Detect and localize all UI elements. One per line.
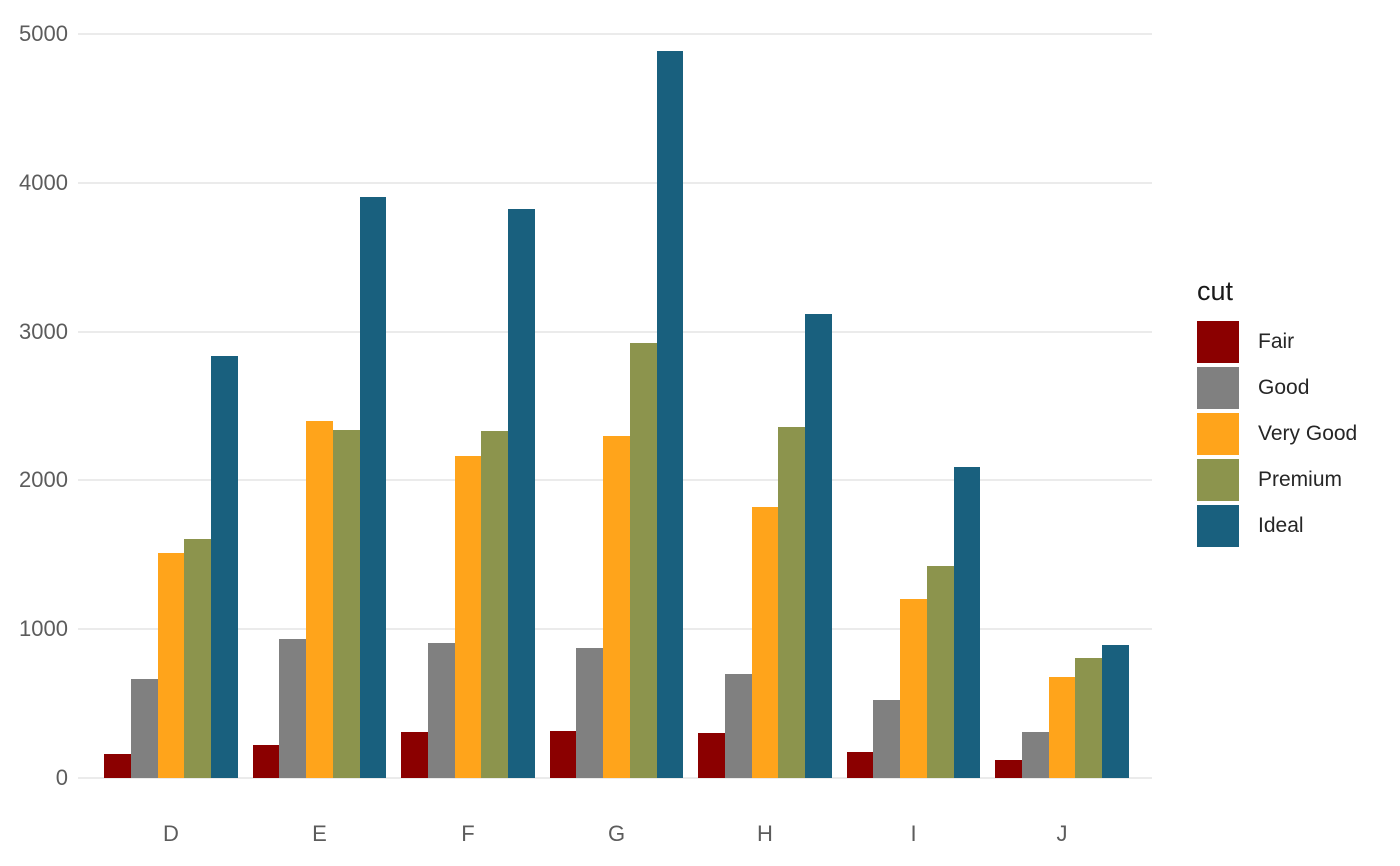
legend-item-fair: Fair: [1197, 321, 1357, 363]
y-tick-label-3000: 3000: [19, 318, 68, 344]
gridline-3000: [78, 330, 1152, 333]
bar-ideal-i: [953, 467, 981, 778]
legend-label-fair: Fair: [1258, 330, 1295, 353]
legend-swatch-fair: [1197, 321, 1239, 363]
bar-ideal-d: [211, 356, 238, 778]
legend-swatch-premium: [1197, 459, 1239, 501]
bar-fair-j: [995, 760, 1022, 778]
bar-ideal-e: [359, 197, 387, 778]
bar-fair-d: [104, 754, 131, 778]
bar-good-j: [1021, 732, 1049, 778]
legend-item-premium: Premium: [1197, 459, 1357, 501]
bar-premium-i: [926, 566, 954, 778]
bar-ideal-f: [508, 209, 535, 778]
legend-label-good: Good: [1258, 376, 1310, 399]
bar-ideal-g: [656, 51, 684, 778]
bar-premium-g: [629, 343, 657, 778]
legend-items: Fair Good Very Good Premium Ideal: [1197, 321, 1357, 547]
bar-premium-e: [332, 430, 360, 778]
legend-swatch-ideal: [1197, 505, 1239, 547]
bar-very-good-i: [900, 599, 927, 778]
legend-swatch-good: [1197, 367, 1239, 409]
bar-good-g: [576, 648, 604, 778]
y-tick-label-1000: 1000: [19, 616, 68, 642]
legend-label-very-good: Very Good: [1258, 422, 1358, 445]
x-tick-label-f: F: [461, 821, 475, 846]
legend-item-very-good: Very Good: [1197, 413, 1357, 455]
legend-swatch-very-good: [1197, 413, 1239, 455]
bar-good-f: [427, 643, 455, 778]
legend-item-ideal: Ideal: [1197, 505, 1357, 547]
bar-fair-e: [252, 745, 280, 778]
bar-good-i: [873, 700, 901, 778]
y-tick-label-0: 0: [55, 765, 68, 790]
y-tick-label-4000: 4000: [19, 169, 68, 195]
y-tick-label-2000: 2000: [19, 467, 68, 493]
bar-ideal-j: [1102, 645, 1129, 778]
legend: cut Fair Good Very Good Premium Ideal: [1197, 274, 1357, 551]
x-tick-label-j: J: [1056, 821, 1068, 846]
x-tick-label-e: E: [312, 821, 327, 846]
bar-premium-f: [481, 431, 509, 778]
legend-item-good: Good: [1197, 367, 1357, 409]
bar-good-e: [279, 639, 307, 778]
bar-premium-d: [184, 539, 212, 778]
bar-fair-i: [846, 752, 874, 778]
bar-premium-h: [778, 427, 806, 778]
bar-very-good-h: [751, 507, 779, 778]
legend-title: cut: [1197, 276, 1234, 306]
gridline-5000: [78, 33, 1152, 35]
bar-good-d: [130, 679, 158, 778]
x-tick-label-d: D: [163, 821, 179, 846]
x-tick-label-h: H: [757, 821, 773, 846]
legend-label-premium: Premium: [1258, 468, 1343, 491]
x-tick-label-g: G: [607, 821, 626, 846]
x-tick-label-i: I: [910, 821, 917, 846]
bar-very-good-f: [454, 456, 482, 778]
bar-fair-g: [549, 731, 577, 778]
gridline-0: [78, 777, 1152, 779]
legend-label-ideal: Ideal: [1258, 514, 1304, 537]
y-tick-label-5000: 5000: [19, 21, 68, 46]
bar-very-good-j: [1048, 677, 1076, 778]
bar-premium-j: [1075, 658, 1103, 778]
bar-fair-h: [698, 733, 725, 778]
bar-fair-f: [401, 732, 428, 778]
bar-ideal-h: [805, 314, 832, 778]
bar-very-good-g: [603, 436, 630, 778]
bar-very-good-e: [306, 421, 333, 778]
bar-very-good-d: [157, 553, 185, 778]
gridline-4000: [78, 181, 1152, 184]
bar-good-h: [724, 674, 752, 778]
